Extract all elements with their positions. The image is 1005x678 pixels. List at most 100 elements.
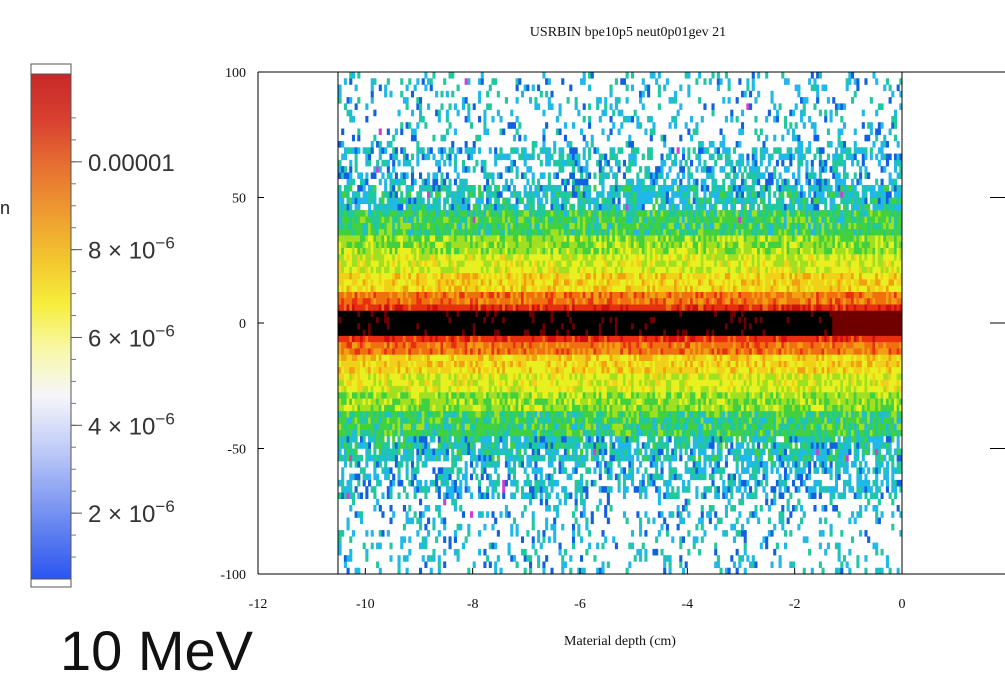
heatmap-cell [741,498,745,506]
heatmap-cell [456,379,460,387]
heatmap-cell [783,442,788,449]
heatmap-cell [676,511,680,518]
heatmap-cell [410,354,415,361]
heatmap-cell [797,435,801,443]
heatmap-cell [800,454,804,462]
heatmap-cell [872,442,876,449]
heatmap-cell [877,498,881,506]
heatmap-cell [480,442,484,449]
heatmap-cell [504,417,508,424]
heatmap-cell [781,448,785,456]
heatmap-cell [797,467,801,474]
heatmap-cell [714,366,718,374]
heatmap-cell [408,536,412,543]
heatmap-cell [864,555,868,562]
heatmap-cell [818,542,822,550]
heatmap-cell [424,429,428,437]
heatmap-cell [526,404,530,412]
heatmap-cell [451,454,455,462]
heatmap-cell [502,398,506,405]
heatmap-cell [392,511,396,518]
heatmap-cell [708,404,712,412]
heatmap-cell [719,404,723,412]
heatmap-cell [724,435,728,443]
heatmap-cell [783,398,788,405]
heatmap-cell [614,429,618,437]
heatmap-cell [781,341,785,349]
heatmap-cell [373,423,377,430]
heatmap-cell [596,354,600,361]
heatmap-cell [456,486,460,493]
heatmap-cell [730,341,734,349]
heatmap-cell [550,567,554,574]
heatmap-cell [708,373,712,380]
heatmap-cell [373,435,377,443]
heatmap-cell [826,366,830,374]
heatmap-cell [848,567,852,574]
heatmap-cell [687,373,691,380]
heatmap-cell [384,379,388,387]
heatmap-cell [644,392,648,399]
heatmap-cell [338,404,342,412]
heatmap-cell [523,442,527,449]
heatmap-cell [384,360,388,368]
heatmap-cell [461,410,466,418]
heatmap-cell [526,429,530,437]
heatmap-cell [373,366,377,374]
heatmap-cell [424,448,428,456]
heatmap-cell [456,398,460,405]
heatmap-cell [797,448,801,456]
heatmap-cell [655,448,659,456]
heatmap-cell [681,398,686,405]
heatmap-cell [472,373,476,380]
heatmap-cell [437,504,441,512]
heatmap-cell [716,492,720,499]
heatmap-cell [553,435,557,443]
heatmap-cell [625,385,629,393]
heatmap-cell [875,442,879,449]
heatmap-cell [577,523,581,531]
heatmap-cell [808,360,812,368]
heatmap-cell [512,479,516,487]
heatmap-cell [429,417,433,424]
heatmap-cell [467,398,471,405]
heatmap-cell [652,461,656,468]
heatmap-cell [794,467,798,474]
heatmap-cell [386,392,390,399]
heatmap-cell [896,504,900,512]
heatmap-cell [765,435,769,443]
heatmap-cell [808,461,812,468]
heatmap-cell [440,417,444,424]
heatmap-cell [365,392,369,399]
heatmap-cell [800,360,804,368]
heatmap-cell [421,398,425,405]
heatmap-cell [695,410,699,418]
heatmap-cell [435,404,439,412]
heatmap-cell [899,429,903,437]
heatmap-cell [582,398,586,405]
heatmap-cell [378,530,382,537]
heatmap-cell [875,379,879,387]
heatmap-cell [896,366,900,374]
heatmap-cell [582,366,586,374]
heatmap-cell [644,530,648,537]
heatmap-cell [421,461,425,468]
heatmap-cell [555,429,559,437]
heatmap-cell [773,373,777,380]
heatmap-cell [880,404,884,412]
heatmap-cell [416,379,420,387]
heatmap-cell [714,354,718,361]
heatmap-cell [529,404,533,412]
heatmap-cell [400,392,404,399]
heatmap-cell [413,467,417,474]
heatmap-cell [741,410,745,418]
heatmap-cell [550,461,554,468]
heatmap-cell [698,417,702,424]
heatmap-cell [690,354,694,361]
heatmap-cell [614,385,618,393]
heatmap-cell [826,379,830,387]
heatmap-cell [649,423,653,430]
heatmap-cell [338,492,342,499]
heatmap-cell [392,442,396,449]
heatmap-cell [698,404,702,412]
